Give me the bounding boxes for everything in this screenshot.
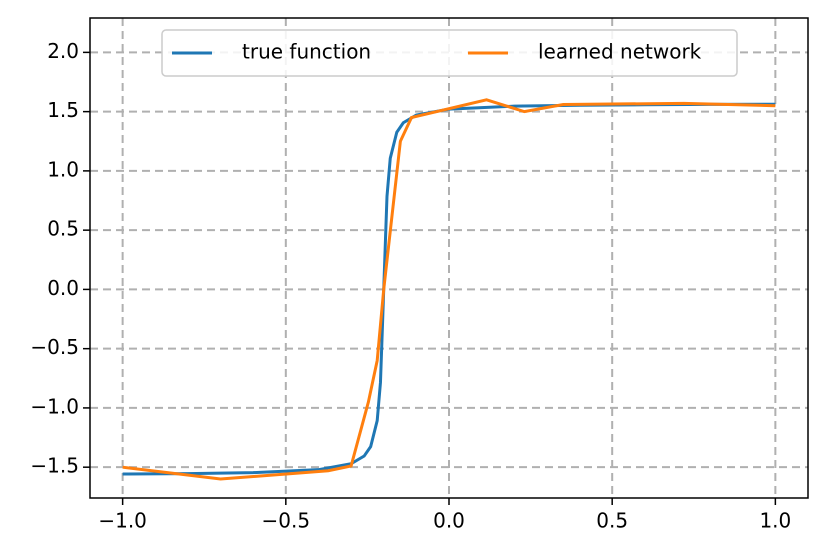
y-tick-label: 1.5 bbox=[47, 98, 79, 122]
plot-frame bbox=[89, 17, 809, 499]
y-tick-label: 0.5 bbox=[47, 217, 79, 241]
y-tick-label: 0.0 bbox=[47, 276, 79, 300]
legend-label: true function bbox=[242, 40, 371, 64]
line-series bbox=[122, 98, 776, 481]
y-tick-label: 1.0 bbox=[47, 157, 79, 181]
legend bbox=[161, 29, 738, 77]
x-tick-label: 0.5 bbox=[596, 509, 628, 533]
y-tick-label: −1.0 bbox=[30, 394, 79, 418]
y-tick-label: −0.5 bbox=[30, 335, 79, 359]
x-tick-label: 0.0 bbox=[433, 509, 465, 533]
y-tick-label: 2.0 bbox=[47, 39, 79, 63]
legend-label: learned network bbox=[538, 40, 702, 64]
y-tick-label: −1.5 bbox=[30, 454, 79, 478]
x-tick-label: −1.0 bbox=[98, 509, 147, 533]
x-tick-label: 1.0 bbox=[759, 509, 791, 533]
x-tick-label: −0.5 bbox=[262, 509, 311, 533]
